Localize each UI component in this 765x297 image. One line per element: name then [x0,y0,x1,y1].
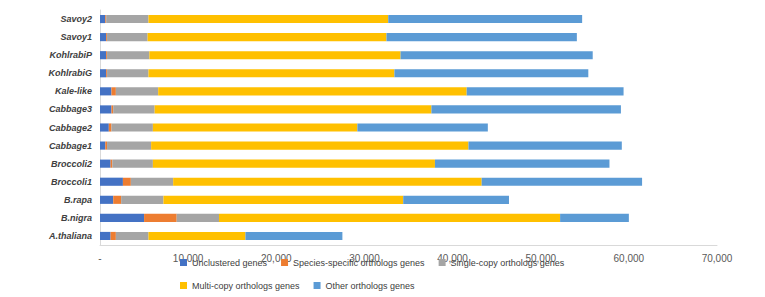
svg-text:B.rapa: B.rapa [64,195,92,205]
svg-text:KohlrabiG: KohlrabiG [48,68,92,78]
svg-text:Cabbage1: Cabbage1 [49,141,92,151]
svg-text:Kale-like: Kale-like [55,86,92,96]
svg-text:70,000: 70,000 [702,253,733,264]
svg-text:Unclustered genes: Unclustered genes [192,258,268,268]
svg-text:Single-copy orthologs genes: Single-copy orthologs genes [451,258,565,268]
svg-text:B.nigra: B.nigra [61,213,92,223]
svg-text:KohlrabiP: KohlrabiP [49,50,93,60]
svg-text:Other orthologs genes: Other orthologs genes [326,281,416,291]
svg-text:Broccoli2: Broccoli2 [51,159,92,169]
svg-text:10,000: 10,000 [172,252,204,264]
svg-text:A.thaliana: A.thaliana [48,231,92,241]
svg-text:Savoy2: Savoy2 [60,14,92,24]
svg-text:Species-specific orthologs gen: Species-specific orthologs genes [293,258,425,268]
svg-text:20,000: 20,000 [261,252,292,264]
svg-text:-: - [98,253,101,264]
svg-text:Cabbage2: Cabbage2 [49,123,92,133]
svg-text:Broccoli1: Broccoli1 [51,177,92,187]
svg-text:Cabbage3: Cabbage3 [49,104,92,114]
svg-text:60,000: 60,000 [614,253,645,264]
svg-text:Multi-copy orthologs genes: Multi-copy orthologs genes [192,281,300,291]
svg-text:Savoy1: Savoy1 [60,32,92,42]
